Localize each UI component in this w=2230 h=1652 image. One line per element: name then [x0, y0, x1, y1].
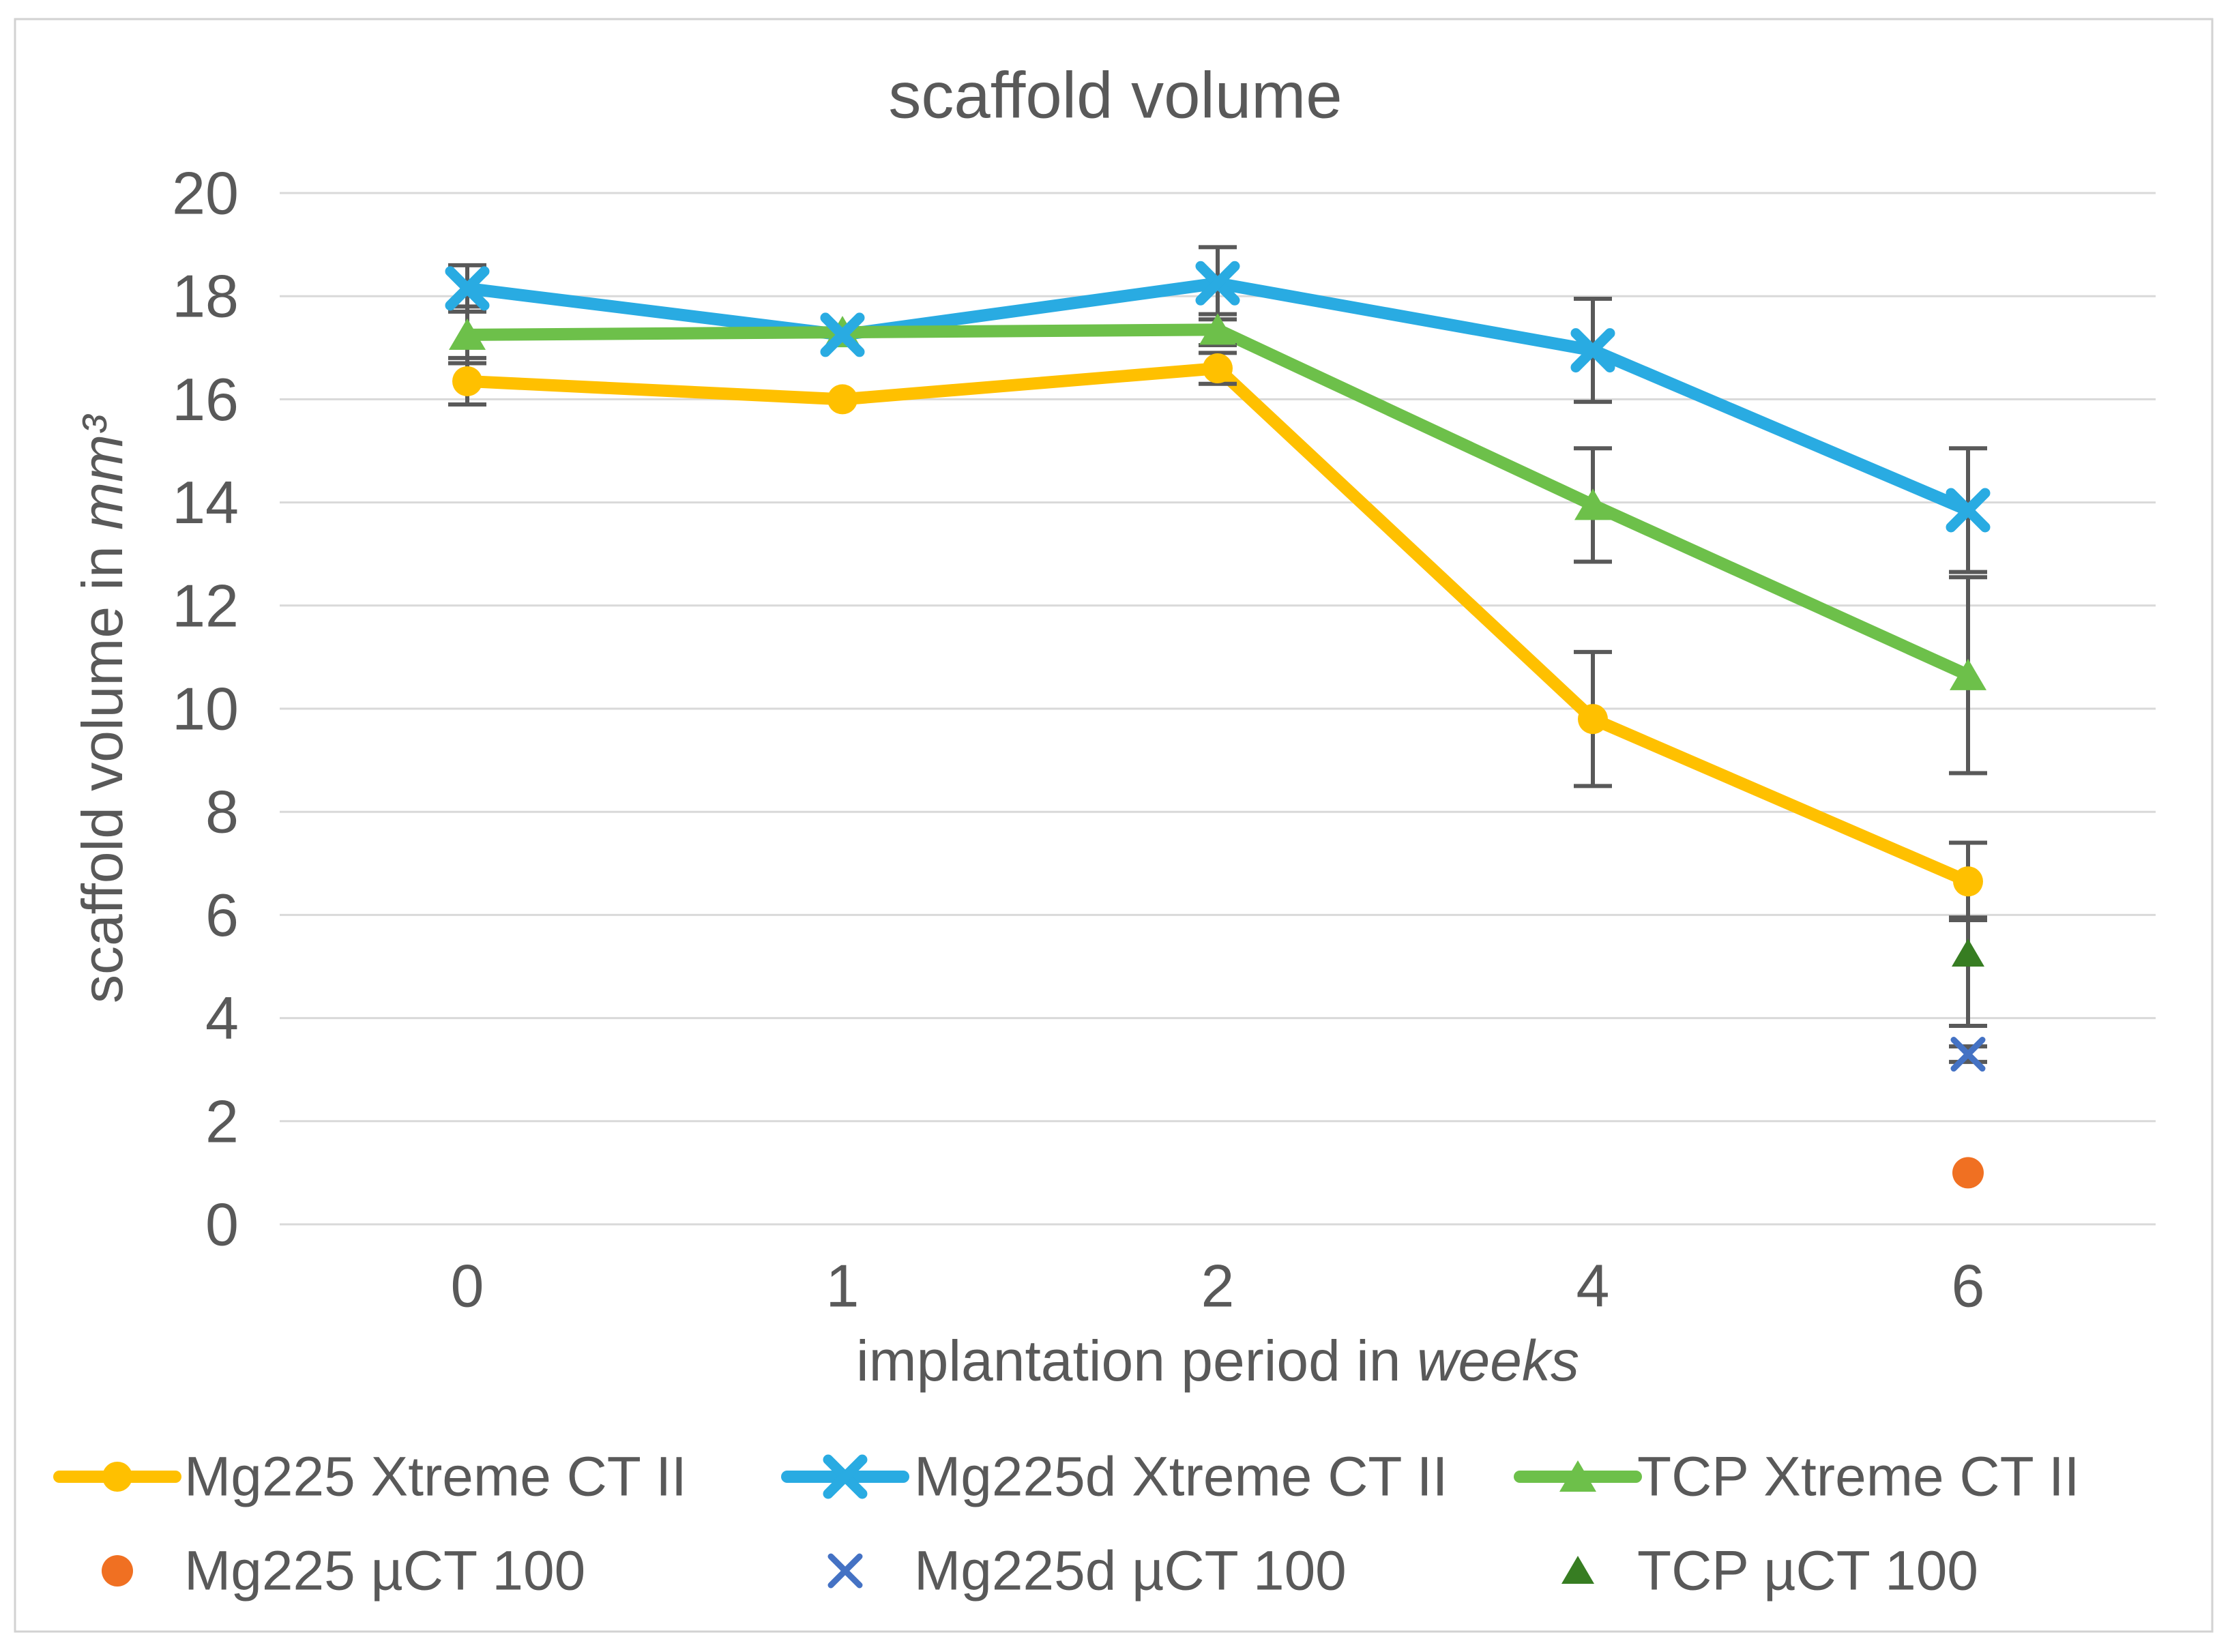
marker-circle-mg225-xtreme-ct-ii-week-4: [1578, 704, 1608, 735]
y-tick-label-18: 18: [172, 263, 239, 330]
legend-marker-mg225d-ct-100-stroke: [827, 1553, 863, 1589]
y-axis-title: scaffold volume in mm³: [70, 414, 134, 1003]
x-tick-label-6: 6: [1952, 1252, 1985, 1320]
marker-x-mg225d-xtreme-ct-ii-week-0: [445, 266, 490, 311]
marker-triangle-tcp-xtreme-ct-ii-week-4: [1574, 488, 1611, 520]
y-axis-title-unit: mm³: [70, 414, 134, 530]
marker-circle-mg225-xtreme-ct-ii-week-6: [1953, 866, 1983, 897]
marker-triangle-tcp-ct-100-week-6: [1952, 939, 1984, 967]
y-tick-label-4: 4: [205, 984, 239, 1052]
marker-x-mg225d-ct-100-week-6-stroke: [1950, 1037, 1986, 1072]
legend-item-mg225-ct-100: Mg225 µCT 100: [102, 1540, 585, 1602]
legend-label-tcp-ct-100: TCP µCT 100: [1637, 1540, 1978, 1602]
marker-x-mg225d-xtreme-ct-ii-week-6-stroke: [1946, 488, 1991, 533]
legend-item-mg225d-ct-100: Mg225d µCT 100: [827, 1540, 1347, 1602]
marker-circle-mg225-ct-100-week-6: [1952, 1157, 1984, 1189]
legend-marker-mg225-xtreme-ct-ii: [102, 1462, 132, 1492]
marker-triangle-tcp-xtreme-ct-ii-week-0: [449, 318, 486, 350]
marker-x-mg225d-xtreme-ct-ii-week-6: [1946, 488, 1991, 533]
chart-title: scaffold volume: [888, 59, 1342, 132]
legend-label-mg225-ct-100: Mg225 µCT 100: [184, 1540, 585, 1602]
y-tick-label-8: 8: [205, 778, 239, 846]
x-axis-title: implantation period in weeks: [856, 1329, 1579, 1393]
y-tick-label-2: 2: [205, 1087, 239, 1155]
y-axis-title-text: scaffold volume in: [70, 530, 134, 1003]
x-axis-title-unit: weeks: [1417, 1329, 1579, 1393]
x-tick-label-1: 1: [826, 1252, 860, 1320]
marker-x-mg225d-xtreme-ct-ii-week-1-stroke: [820, 312, 865, 357]
gridlines: [280, 192, 2156, 1226]
marker-x-mg225d-ct-100-week-6: [1950, 1037, 1986, 1072]
legend-item-tcp-ct-100: TCP µCT 100: [1561, 1540, 1978, 1602]
x-axis-tick-labels: 0 1 2 4 6: [451, 1252, 1985, 1320]
plot-area: [445, 245, 1991, 1189]
series-line-mg225-xtreme-ct-ii: [461, 362, 1974, 888]
marker-x-mg225d-xtreme-ct-ii-week-1: [820, 312, 865, 357]
y-tick-label-16: 16: [172, 366, 239, 433]
y-tick-label-6: 6: [205, 881, 239, 949]
y-tick-label-0: 0: [205, 1191, 239, 1258]
legend-marker-mg225d-xtreme-ct-ii-stroke: [823, 1454, 868, 1499]
legend-marker-tcp-xtreme-ct-ii: [1559, 1460, 1596, 1492]
y-axis-tick-labels: 0 2 4 6 8 10 12 14 16 18 20: [172, 160, 239, 1258]
marker-x-mg225d-xtreme-ct-ii-week-4-stroke: [1570, 328, 1615, 373]
y-tick-label-12: 12: [172, 572, 239, 639]
figure-border: [14, 18, 2214, 1633]
x-tick-label-4: 4: [1576, 1252, 1610, 1320]
legend-item-mg225d-xtreme-ct-ii: Mg225d Xtreme CT II: [781, 1446, 1448, 1508]
marker-triangle-tcp-xtreme-ct-ii-week-2: [1199, 313, 1236, 345]
marker-triangle-tcp-xtreme-ct-ii-week-6: [1950, 658, 1986, 690]
legend-marker-mg225-ct-100: [102, 1555, 133, 1587]
marker-circle-mg225-xtreme-ct-ii-week-2: [1203, 353, 1233, 384]
marker-x-mg225d-xtreme-ct-ii-week-4: [1570, 328, 1615, 373]
y-tick-label-20: 20: [172, 160, 239, 227]
legend-item-tcp-xtreme-ct-ii: TCP Xtreme CT II: [1514, 1446, 2080, 1508]
legend: Mg225 Xtreme CT II Mg225d Xtreme CT II TCP…: [53, 1446, 2080, 1602]
legend-item-mg225-xtreme-ct-ii: Mg225 Xtreme CT II: [53, 1446, 687, 1508]
x-axis-title-text: implantation period in: [856, 1329, 1417, 1393]
legend-marker-mg225d-xtreme-ct-ii: [823, 1454, 868, 1499]
legend-marker-mg225d-ct-100: [827, 1553, 863, 1589]
y-tick-label-14: 14: [172, 469, 239, 536]
x-tick-label-0: 0: [451, 1252, 484, 1320]
legend-label-mg225-xtreme-ct-ii: Mg225 Xtreme CT II: [184, 1446, 687, 1508]
marker-x-mg225d-xtreme-ct-ii-week-2-stroke: [1195, 261, 1240, 306]
legend-label-mg225d-xtreme-ct-ii: Mg225d Xtreme CT II: [914, 1446, 1448, 1508]
x-tick-label-2: 2: [1201, 1252, 1235, 1320]
marker-circle-mg225-xtreme-ct-ii-week-1: [827, 384, 857, 415]
legend-label-mg225d-ct-100: Mg225d µCT 100: [914, 1540, 1347, 1602]
marker-circle-mg225-xtreme-ct-ii-week-0: [452, 366, 482, 396]
legend-marker-tcp-ct-100: [1561, 1556, 1594, 1584]
y-tick-label-10: 10: [172, 675, 239, 743]
error-bar-tcp-ct-100-week-6: [1949, 915, 1987, 1028]
legend-label-tcp-xtreme-ct-ii: TCP Xtreme CT II: [1637, 1446, 2080, 1508]
marker-x-mg225d-xtreme-ct-ii-week-0-stroke: [445, 266, 490, 311]
marker-x-mg225d-xtreme-ct-ii-week-2: [1195, 261, 1240, 306]
